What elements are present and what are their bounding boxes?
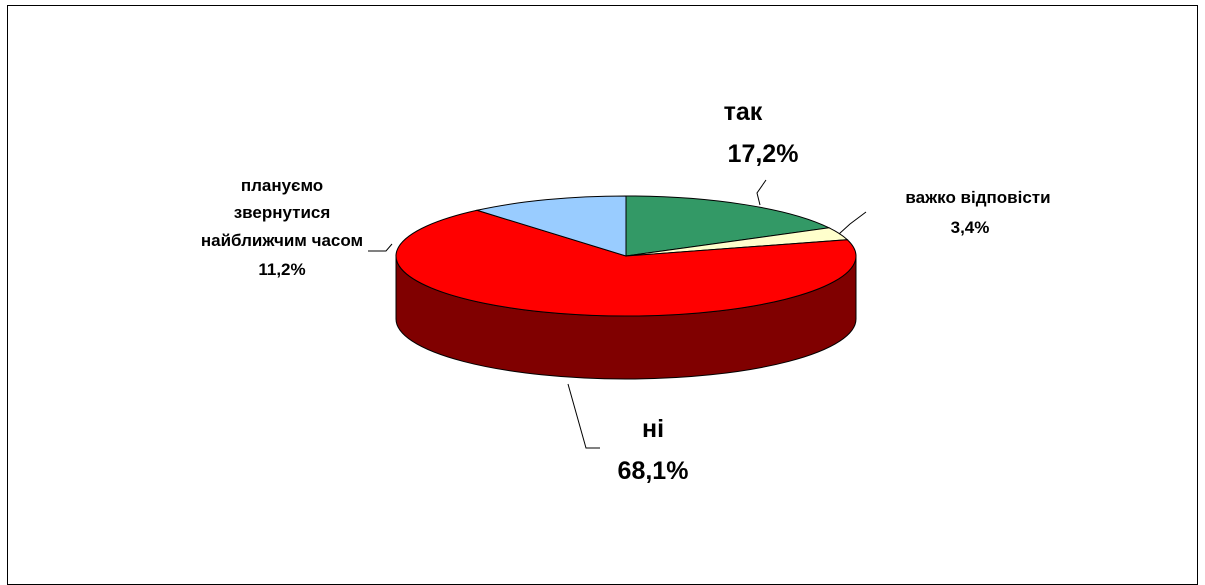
label-planuyemo-line1: плануємо bbox=[241, 176, 323, 195]
pie-chart: так 17,2% важко відповісти 3,4% плануємо… bbox=[201, 98, 1051, 485]
leader-planuyemo bbox=[368, 243, 393, 252]
label-planuyemo-value: 11,2% bbox=[258, 260, 305, 279]
label-ni-value: 68,1% bbox=[618, 457, 689, 485]
label-tak-value: 17,2% bbox=[728, 140, 799, 168]
label-planuyemo-line3: найближчим часом bbox=[201, 231, 363, 250]
slice-4-top bbox=[475, 195, 627, 257]
leader-tak bbox=[756, 179, 767, 206]
label-vazhko-name: важко відповісти bbox=[905, 188, 1050, 207]
slice-3-top bbox=[395, 209, 857, 317]
slice-1-top bbox=[625, 195, 831, 257]
leader-ni bbox=[567, 383, 600, 449]
label-planuyemo-line2: звернутися bbox=[234, 203, 331, 222]
label-ni-name: ні bbox=[642, 415, 664, 443]
leader-vazhko bbox=[838, 211, 867, 235]
label-vazhko-value: 3,4% bbox=[951, 218, 990, 237]
leader-lines bbox=[368, 179, 867, 449]
label-tak-name: так bbox=[724, 98, 763, 126]
pie-top bbox=[395, 195, 857, 317]
